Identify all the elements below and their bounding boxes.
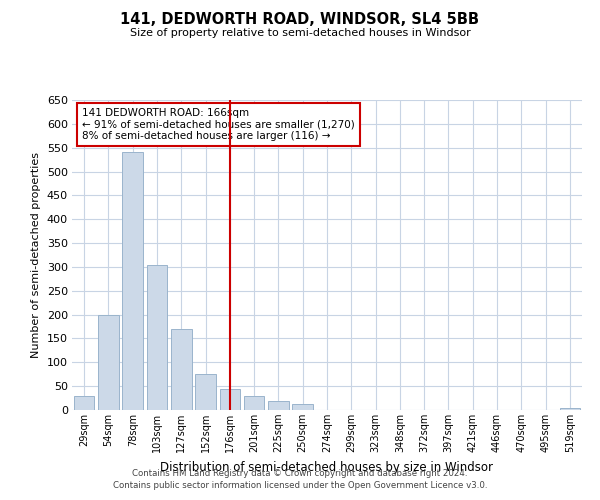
Bar xyxy=(220,388,240,410)
Text: Size of property relative to semi-detached houses in Windsor: Size of property relative to semi-detach… xyxy=(130,28,470,38)
Bar xyxy=(171,329,191,410)
Bar xyxy=(122,152,143,410)
Text: 141 DEDWORTH ROAD: 166sqm
← 91% of semi-detached houses are smaller (1,270)
8% o: 141 DEDWORTH ROAD: 166sqm ← 91% of semi-… xyxy=(82,108,355,141)
Y-axis label: Number of semi-detached properties: Number of semi-detached properties xyxy=(31,152,41,358)
Bar xyxy=(292,404,313,410)
Text: 141, DEDWORTH ROAD, WINDSOR, SL4 5BB: 141, DEDWORTH ROAD, WINDSOR, SL4 5BB xyxy=(121,12,479,28)
Bar xyxy=(146,264,167,410)
Bar xyxy=(74,396,94,410)
X-axis label: Distribution of semi-detached houses by size in Windsor: Distribution of semi-detached houses by … xyxy=(161,460,493,473)
Text: Contains public sector information licensed under the Open Government Licence v3: Contains public sector information licen… xyxy=(113,481,487,490)
Bar xyxy=(560,408,580,410)
Text: Contains HM Land Registry data © Crown copyright and database right 2024.: Contains HM Land Registry data © Crown c… xyxy=(132,468,468,477)
Bar xyxy=(98,314,119,410)
Bar xyxy=(268,402,289,410)
Bar xyxy=(244,396,265,410)
Bar xyxy=(195,374,216,410)
